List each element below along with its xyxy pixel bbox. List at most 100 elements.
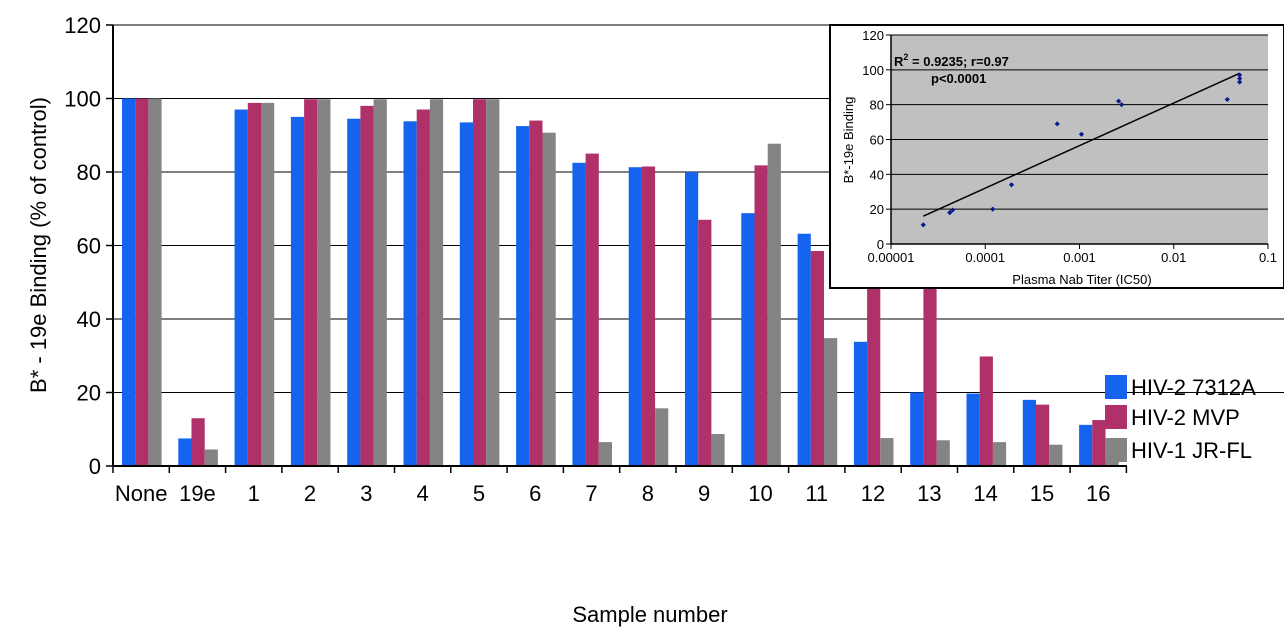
x-tick-label-3: 3 [360, 481, 372, 506]
bar-hiv-2-7312a-3 [347, 118, 361, 467]
scatter-point-3 [990, 206, 996, 212]
legend-swatch-0 [1105, 375, 1127, 399]
bar-hiv-2-mvp-4 [416, 109, 430, 467]
inset-x-tick-label-4: 0.1 [1259, 250, 1277, 265]
inset-y-tick-label-100: 100 [862, 63, 884, 78]
legend-swatch-1 [1105, 405, 1127, 429]
scatter-point-6 [1078, 131, 1085, 137]
x-tick-label-9: 9 [698, 481, 710, 506]
inset-y-tick-label-60: 60 [870, 133, 884, 148]
x-tick-label-4: 4 [417, 481, 429, 506]
bar-hiv-1-jr-fl-13 [936, 440, 950, 466]
inset-y-tick-labels: 0 20 40 60 80 100 120 [862, 28, 884, 252]
bar-hiv-1-jr-fl-15 [1049, 444, 1063, 466]
bar-hiv-2-7312a-19e [178, 438, 192, 466]
y-tick-label-20: 20 [77, 381, 101, 406]
inset-y-tick-label-80: 80 [870, 98, 884, 113]
legend-label-0: HIV-2 7312A [1131, 375, 1256, 400]
x-tick-labels: None 19e 1 2 3 4 5 6 7 8 9 10 11 12 13 14 15 16 [115, 481, 1111, 506]
x-tick-label-8: 8 [642, 481, 654, 506]
r-squared-annotation: R2 = 0.9235; r=0.97 [894, 52, 1009, 69]
bar-hiv-2-mvp-15 [1036, 404, 1050, 466]
bar-hiv-2-mvp-13 [923, 267, 937, 466]
bar-hiv-2-7312a-6 [516, 126, 530, 466]
bar-hiv-1-jr-fl-9 [711, 434, 725, 466]
inset-x-tick-label-0: 0.00001 [868, 250, 915, 265]
bar-hiv-2-7312a-None [122, 98, 136, 466]
bar-hiv-2-7312a-2 [290, 116, 305, 466]
bar-hiv-2-7312a-7 [572, 162, 586, 466]
bar-hiv-2-7312a-13 [910, 392, 924, 466]
scatter-point-4 [1008, 182, 1015, 188]
bar-hiv-2-mvp-12 [867, 278, 881, 466]
x-tick-label-19e: 19e [179, 481, 216, 506]
r-squared-value: = 0.9235; r=0.97 [908, 54, 1008, 69]
bar-hiv-2-mvp-16 [1092, 420, 1106, 466]
bar-hiv-1-jr-fl-12 [880, 438, 894, 466]
x-tick-label-13: 13 [917, 481, 941, 506]
bar-hiv-2-mvp-14 [979, 356, 993, 466]
bar-hiv-2-7312a-15 [1022, 399, 1036, 466]
x-axis-label: Sample number [572, 602, 727, 627]
bar-hiv-1-jr-fl-7 [598, 442, 612, 466]
scatter-points [920, 72, 1243, 228]
scatter-point-1 [947, 210, 953, 216]
bar-hiv-1-jr-fl-3 [373, 99, 387, 467]
y-tick-label-60: 60 [77, 234, 101, 259]
bar-hiv-2-7312a-16 [1079, 424, 1093, 466]
bar-hiv-2-7312a-9 [685, 172, 699, 466]
bar-hiv-2-mvp-5 [473, 99, 487, 467]
scatter-point-5 [1054, 121, 1060, 127]
trendline-line [922, 72, 1240, 217]
x-tick-label-2: 2 [304, 481, 316, 506]
bar-hiv-2-mvp-9 [698, 219, 712, 466]
scatter-point-0 [920, 222, 926, 228]
bar-hiv-2-mvp-3 [360, 105, 374, 466]
bar-hiv-2-7312a-8 [628, 167, 642, 466]
y-tick-label-120: 120 [64, 13, 101, 38]
scatter-point-9 [1224, 96, 1230, 103]
bar-hiv-2-7312a-10 [741, 213, 755, 466]
legend-swatch-2 [1105, 438, 1127, 462]
bar-hiv-2-7312a-5 [459, 122, 473, 466]
bar-hiv-2-mvp-2 [304, 99, 318, 467]
scatter-point-11 [1237, 75, 1243, 82]
x-tick-label-1: 1 [248, 481, 260, 506]
x-tick-label-16: 16 [1086, 481, 1110, 506]
r-squared-prefix: R [894, 54, 904, 69]
x-tick-label-12: 12 [861, 481, 885, 506]
bar-hiv-2-mvp-10 [754, 165, 768, 466]
bar-hiv-1-jr-fl-4 [429, 99, 444, 467]
bar-hiv-2-mvp-1 [247, 102, 261, 466]
scatter-point-10 [1237, 79, 1243, 85]
scatter-point-7 [1116, 98, 1122, 104]
legend-label-1: HIV-2 MVP [1131, 405, 1240, 430]
scatter-point-2 [949, 207, 956, 213]
x-tick-label-5: 5 [473, 481, 485, 506]
y-axis-label: B* - 19e Binding (% of control) [26, 97, 51, 393]
x-tick-label-10: 10 [748, 481, 772, 506]
inset-x-tick-label-1: 0.0001 [965, 250, 1005, 265]
bar-hiv-1-jr-fl-6 [542, 132, 556, 467]
bar-hiv-1-jr-fl-8 [655, 408, 669, 466]
bars [122, 98, 1119, 467]
inset-y-axis-label: B*-19e Binding [841, 97, 856, 184]
bar-hiv-1-jr-fl-2 [317, 99, 331, 467]
inset-y-tick-label-40: 40 [870, 167, 884, 182]
bar-hiv-1-jr-fl-19e [204, 449, 218, 466]
legend-label-2: HIV-1 JR-FL [1131, 438, 1252, 463]
bar-hiv-2-mvp-6 [529, 120, 543, 467]
x-tick-label-11: 11 [805, 481, 828, 506]
bar-hiv-1-jr-fl-None [148, 98, 162, 466]
axes [106, 24, 1128, 473]
x-tick-label-14: 14 [973, 481, 997, 506]
inset-axes [886, 34, 1269, 249]
p-value-annotation: p<0.0001 [931, 71, 986, 86]
trendline [922, 72, 1240, 217]
inset-x-tick-label-2: 0.001 [1063, 250, 1096, 265]
bar-hiv-1-jr-fl-11 [824, 338, 838, 466]
x-tick-label-6: 6 [529, 481, 541, 506]
bar-hiv-2-7312a-14 [966, 393, 980, 466]
